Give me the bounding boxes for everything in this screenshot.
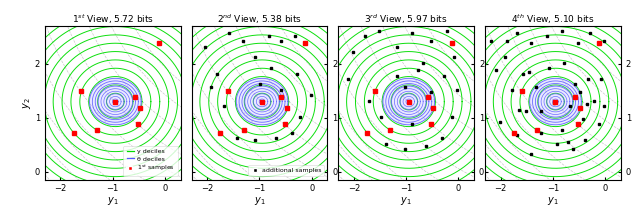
X-axis label: $y_1$: $y_1$ <box>401 195 412 207</box>
Title: 1$^{st}$ View, 5.72 bits: 1$^{st}$ View, 5.72 bits <box>72 13 154 26</box>
Polygon shape <box>236 78 288 125</box>
X-axis label: $y_1$: $y_1$ <box>107 195 118 207</box>
Polygon shape <box>383 78 435 125</box>
Title: 3$^{rd}$ View, 5.97 bits: 3$^{rd}$ View, 5.97 bits <box>364 13 448 26</box>
Title: 2$^{nd}$ View, 5.38 bits: 2$^{nd}$ View, 5.38 bits <box>217 13 302 26</box>
Title: 4$^{th}$ View, 5.10 bits: 4$^{th}$ View, 5.10 bits <box>511 13 595 26</box>
Legend: y deciles, θ deciles, 1$^{st}$ samples: y deciles, θ deciles, 1$^{st}$ samples <box>124 146 177 177</box>
X-axis label: $y_1$: $y_1$ <box>253 195 265 207</box>
Polygon shape <box>530 78 581 125</box>
Polygon shape <box>90 78 141 125</box>
X-axis label: $y_1$: $y_1$ <box>547 195 559 207</box>
Legend: additional samples: additional samples <box>248 165 324 177</box>
Y-axis label: $y_2$: $y_2$ <box>21 97 33 109</box>
